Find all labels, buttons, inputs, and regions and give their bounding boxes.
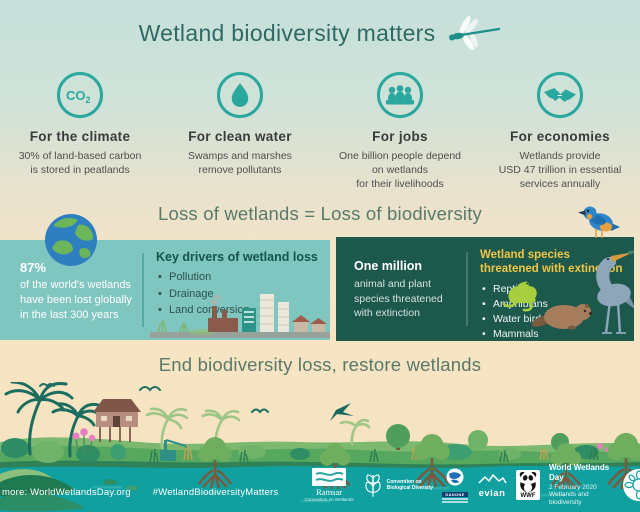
benefit-heading: For the climate [29,129,131,144]
benefit-heading: For clean water [188,129,292,144]
dragonfly-icon [449,16,501,50]
world-wetlands-day-text: World Wetlands Day 2 February 2020 Wetla… [549,463,610,507]
benefit-climate: CO2 For the climate 30% of land-based ca… [0,72,160,192]
co2-icon: CO2 [57,72,103,118]
stat-text: of the world's wetlands have been lost g… [20,279,132,321]
restore-section-heading: End biodiversity loss, restore wetlands [158,354,482,375]
factory-illustration [150,282,330,340]
benefit-heading: For economies [510,129,610,144]
more-info-url: more: WorldWetlandsDay.org [2,487,131,498]
list-item: Land conversion [156,302,328,319]
wetland-landscape-illustration [0,382,640,512]
mountains-icon [478,473,507,484]
kingfisher-icon [578,201,622,241]
header: Wetland biodiversity matters [0,16,640,50]
list-item: Reptiles [480,282,630,297]
handshake-icon [537,72,583,118]
page-title: Wetland biodiversity matters [138,19,436,46]
benefit-heading: For jobs [372,129,428,144]
cbd-logo: Convention on Biological Diversity [363,472,433,498]
divider [142,253,144,327]
wetland-loss-box: 87% of the world's wetlands have been lo… [0,214,330,340]
stat-value: 87% [20,260,47,275]
list-item: Drainage [156,286,328,303]
leaves-icon [365,474,381,498]
globe-icon [43,212,99,268]
evian-logo: evian [477,472,507,499]
divider [466,252,468,326]
loss-section-heading: Loss of wetlands = Loss of biodiversity [157,203,482,224]
panda-icon [519,472,537,493]
water-drop-icon [217,72,263,118]
danone-logo: DANONE [442,468,468,503]
list-item: Water birds [480,312,630,327]
list-item: Mammals [480,327,630,342]
benefit-clean-water: For clean water Swamps and marshes remov… [160,72,320,192]
benefit-body: 30% of land-based carbon is stored in pe… [18,150,142,177]
key-drivers: Key drivers of wetland loss PollutionDra… [156,250,328,319]
benefit-body: One billion people depend on wetlands fo… [338,150,462,191]
drivers-heading: Key drivers of wetland loss [156,250,318,264]
species-heading: Wetland species threatened with extincti… [480,249,623,276]
extinction-value: One million [354,259,423,273]
wwd-emblem-icon [623,469,640,502]
benefits-row: CO2 For the climate 30% of land-based ca… [0,72,640,192]
benefit-jobs: For jobs One billion people depend on we… [320,72,480,192]
ramsar-logo: Ramsar Convention on Wetlands [305,468,354,502]
benefit-body: Swamps and marshes remove pollutants [188,150,292,177]
wetland-loss-stat: 87% of the world's wetlands have been lo… [20,260,138,323]
extinction-stat: One million animal and plant species thr… [354,259,460,321]
threatened-species: Wetland species threatened with extincti… [480,248,630,343]
hashtag: #WetlandBiodiversityMatters [152,487,279,498]
svg-text:CO2: CO2 [66,88,91,105]
extinction-text: animal and plant species threatened with… [354,278,443,320]
benefit-body: Wetlands provide USD 47 trillion in esse… [498,150,622,191]
footer-links: more: WorldWetlandsDay.org #WetlandBiodi… [2,487,278,498]
benefit-economies: For economies Wetlands provide USD 47 tr… [480,72,640,192]
globe-danone-icon [446,468,464,486]
stilt-house [93,399,141,442]
species-list: ReptilesAmphibiansWater birdsMammals [480,282,630,343]
wwf-logo: WWF [516,470,540,501]
partner-logos: Ramsar Convention on Wetlands Convention… [305,463,640,507]
extinction-box: One million animal and plant species thr… [336,206,636,343]
people-icon [377,72,423,118]
loss-section: 87% of the world's wetlands have been lo… [0,206,640,343]
list-item: Pollution [156,269,328,286]
drivers-list: PollutionDrainageLand conversion [156,269,328,319]
list-item: Amphibians [480,297,630,312]
